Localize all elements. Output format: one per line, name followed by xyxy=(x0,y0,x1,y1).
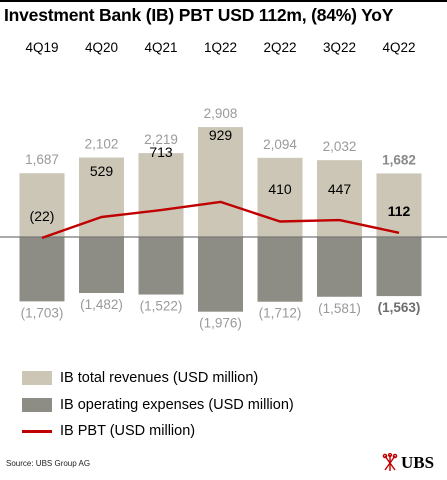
expense-label: (1,482) xyxy=(80,297,123,312)
expense-label: (1,581) xyxy=(318,301,361,316)
revenue-bar xyxy=(376,173,422,237)
legend-swatch-expenses xyxy=(22,398,52,412)
legend-item-pbt: IB PBT (USD million) xyxy=(22,421,195,441)
expense-label: (1,703) xyxy=(21,305,64,320)
revenue-bar xyxy=(79,157,124,237)
x-tick-label: 1Q22 xyxy=(204,40,237,55)
legend-swatch-pbt xyxy=(22,429,52,433)
expense-bar xyxy=(19,237,65,302)
revenue-bar xyxy=(138,153,184,237)
x-tick-label: 4Q19 xyxy=(25,40,58,55)
expense-bar xyxy=(198,237,243,312)
legend-label-pbt: IB PBT (USD million) xyxy=(60,423,196,439)
pbt-label: 713 xyxy=(149,144,173,160)
ubs-keys-icon xyxy=(382,453,398,471)
ubs-logo: UBS xyxy=(382,453,434,473)
expense-bar xyxy=(376,237,422,297)
expense-bar xyxy=(79,237,124,294)
expense-bar xyxy=(138,237,184,295)
revenue-label: 1,687 xyxy=(25,152,59,167)
pbt-line xyxy=(41,200,400,239)
revenue-label: 2,094 xyxy=(263,137,297,152)
revenue-label: 2,032 xyxy=(323,139,357,154)
expense-bar xyxy=(257,237,303,302)
pbt-label: 929 xyxy=(209,127,233,143)
legend-swatch-revenues xyxy=(22,371,52,385)
revenue-bar xyxy=(19,173,65,237)
x-tick-label: 4Q22 xyxy=(382,40,415,55)
x-tick-label: 4Q20 xyxy=(85,40,118,55)
logo-text: UBS xyxy=(401,453,435,472)
legend-item-expenses: IB operating expenses (USD million) xyxy=(22,395,294,415)
expense-label: (1,563) xyxy=(378,300,421,315)
source-note: Source: UBS Group AG xyxy=(6,459,91,468)
x-tick-label: 4Q21 xyxy=(144,40,177,55)
revenue-label: 2,219 xyxy=(144,132,178,147)
legend-label-revenues: IB total revenues (USD million) xyxy=(60,370,259,386)
legend-item-revenues: IB total revenues (USD million) xyxy=(22,368,258,388)
revenue-bar xyxy=(198,127,243,237)
chart-title: Investment Bank (IB) PBT USD 112m, (84%)… xyxy=(4,5,394,25)
chart-plot: 4Q19 1,687 (1,703) 4Q20 2,102 (1,482) 4Q21 2,21… xyxy=(0,40,447,331)
revenue-label: 2,908 xyxy=(204,106,238,121)
pbt-label: 447 xyxy=(328,181,352,197)
pbt-label: 112 xyxy=(388,203,411,219)
pbt-label: (22) xyxy=(30,208,55,224)
pbt-label: 529 xyxy=(90,163,114,179)
revenue-bar xyxy=(257,157,303,237)
expense-label: (1,522) xyxy=(140,299,183,314)
revenue-label: 2,102 xyxy=(85,137,119,152)
expense-label: (1,712) xyxy=(259,306,302,321)
revenue-bar xyxy=(317,160,362,237)
expense-bar xyxy=(317,237,362,297)
pbt-label: 410 xyxy=(268,181,292,197)
x-tick-label: 2Q22 xyxy=(263,40,296,55)
legend-label-expenses: IB operating expenses (USD million) xyxy=(60,397,294,413)
expense-label: (1,976) xyxy=(199,316,242,331)
revenue-label: 1,682 xyxy=(382,152,416,167)
x-tick-label: 3Q22 xyxy=(323,40,356,55)
top-rule xyxy=(0,0,447,2)
